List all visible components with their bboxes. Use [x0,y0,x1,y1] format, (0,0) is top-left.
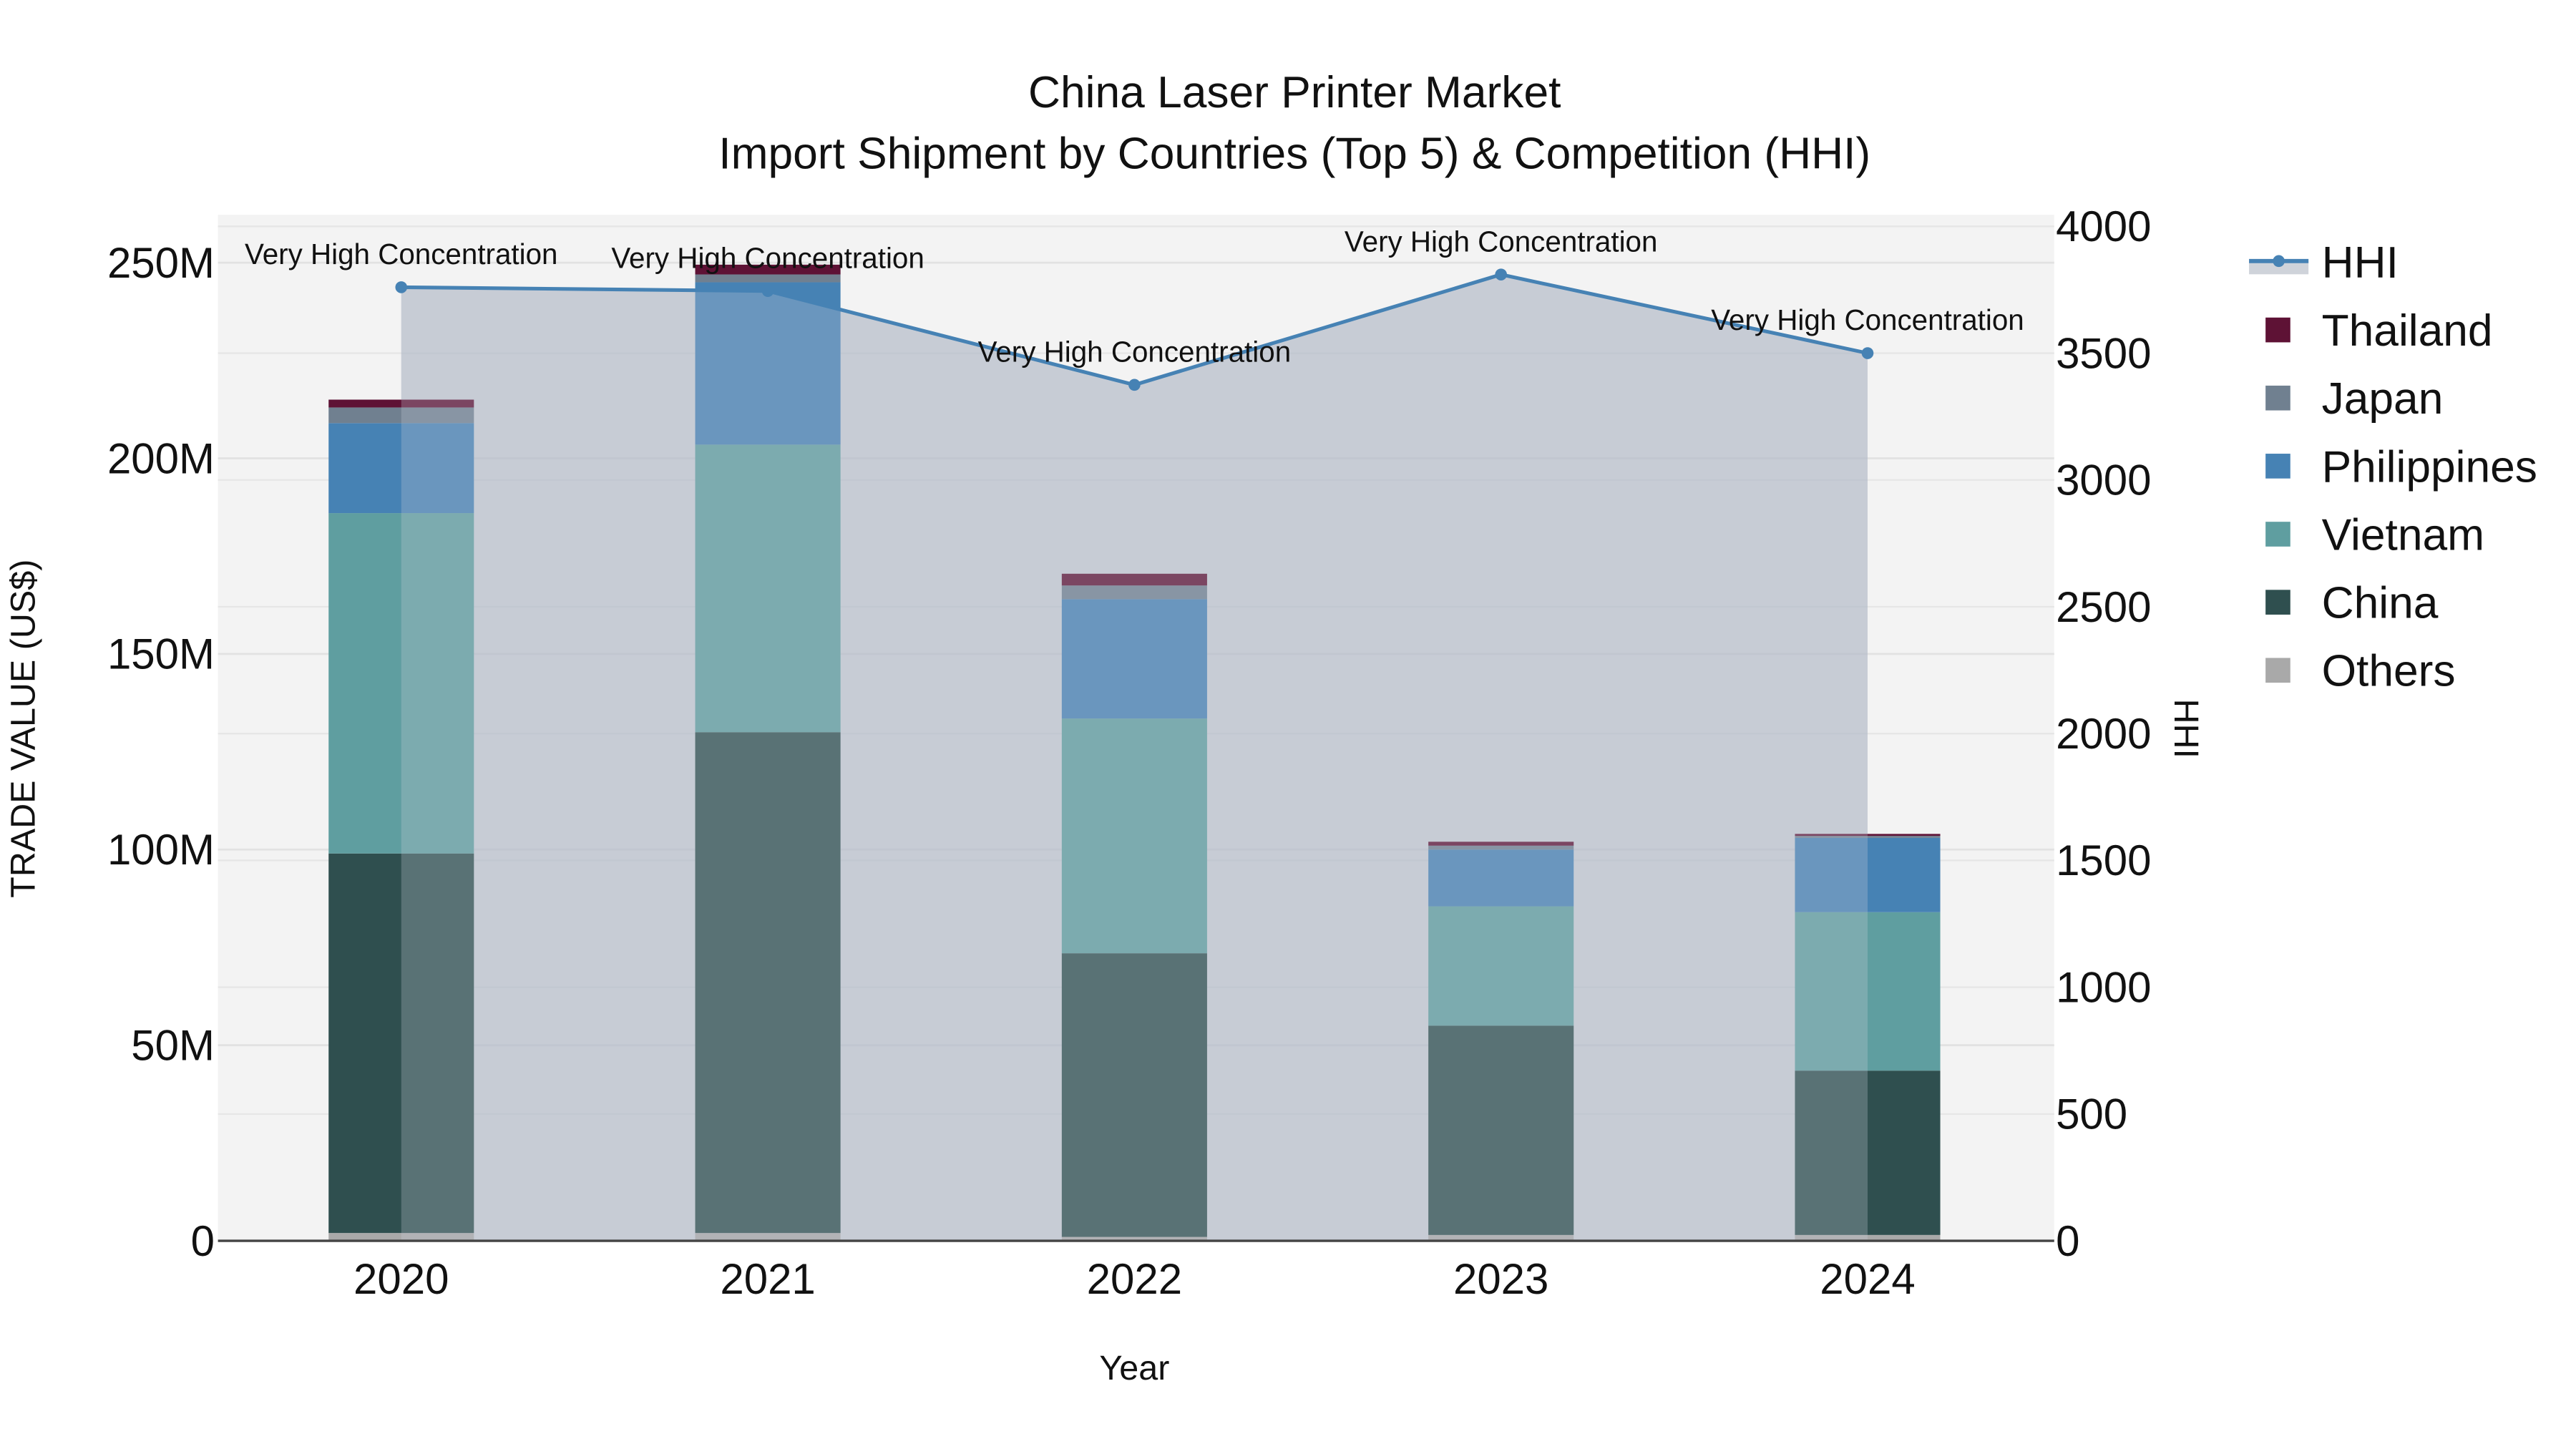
bar-segment-china-2022 [1061,953,1207,1237]
bar-segment-philippines-2020 [328,423,474,514]
legend-item-japan[interactable]: Japan [2265,374,2443,424]
chart-subtitle: Import Shipment by Countries (Top 5) & C… [718,130,1870,179]
bar-segment-vietnam-2022 [1061,718,1207,954]
bar-segment-japan-2020 [328,407,474,424]
bar-segment-thailand-2021 [695,264,841,275]
stacked-bars [328,264,1941,1241]
svg-text:250M: 250M [107,239,215,287]
svg-text:50M: 50M [131,1021,215,1069]
svg-text:0: 0 [2056,1217,2079,1265]
x-axis-ticks: 2020 2021 2022 2023 2024 [353,1255,1916,1303]
svg-text:Vietnam: Vietnam [2322,510,2484,560]
svg-text:200M: 200M [107,434,215,482]
annotation-2023: Very High Concentration [1345,225,1658,258]
bar-segment-thailand-2022 [1061,573,1207,586]
svg-text:2500: 2500 [2056,583,2151,631]
svg-text:2000: 2000 [2056,710,2151,758]
hhi-annotations: Very High Concentration Very High Concent… [245,225,2024,368]
y2-axis-ticks: 0 500 1000 1500 2000 2500 3000 3500 4000 [2056,203,2151,1265]
svg-text:4000: 4000 [2056,203,2151,250]
svg-text:Others: Others [2322,647,2456,696]
bar-segment-others-2024 [1795,1234,1941,1241]
svg-text:2024: 2024 [1820,1255,1915,1303]
svg-text:150M: 150M [107,630,215,678]
bar-segment-thailand-2020 [328,399,474,408]
bar-segment-china-2021 [695,732,841,1234]
legend-item-vietnam[interactable]: Vietnam [2265,510,2484,560]
bar-segment-china-2023 [1428,1025,1574,1235]
bar-segment-others-2021 [695,1233,841,1241]
y-axis-label: TRADE VALUE (US$) [4,560,42,898]
svg-text:Philippines: Philippines [2322,442,2537,492]
svg-text:500: 500 [2056,1091,2127,1138]
legend-item-china[interactable]: China [2265,579,2439,628]
svg-text:1000: 1000 [2056,963,2151,1011]
bar-segment-philippines-2022 [1061,599,1207,719]
bar-segment-japan-2023 [1428,845,1574,850]
annotation-2021: Very High Concentration [611,241,924,274]
svg-text:2022: 2022 [1087,1255,1182,1303]
annotation-2024: Very High Concentration [1711,303,2024,336]
bar-segment-china-2024 [1795,1070,1941,1235]
legend-item-hhi[interactable]: HHI [2249,238,2399,288]
y-axis-ticks: 0 50M 100M 150M 200M 250M [107,239,215,1265]
bar-segment-vietnam-2021 [695,444,841,733]
bar-segment-thailand-2024 [1795,834,1941,836]
legend-item-others[interactable]: Others [2265,647,2456,696]
svg-text:HHI: HHI [2322,238,2399,288]
y2-axis-label: HHI [2167,699,2205,759]
bar-segment-others-2023 [1428,1234,1574,1241]
svg-text:0: 0 [191,1217,215,1265]
annotation-2020: Very High Concentration [245,238,558,270]
svg-text:3000: 3000 [2056,457,2151,504]
bar-segment-japan-2021 [695,274,841,283]
bar-segment-china-2020 [328,853,474,1234]
svg-text:Japan: Japan [2322,374,2444,424]
svg-text:China: China [2322,579,2439,628]
chart-title: China Laser Printer Market [1028,68,1561,117]
bar-segment-others-2020 [328,1233,474,1241]
legend-item-thailand[interactable]: Thailand [2265,306,2493,356]
x-axis-label: Year [1099,1349,1169,1387]
bar-segment-thailand-2023 [1428,841,1574,846]
bar-segment-vietnam-2024 [1795,912,1941,1071]
bar-segment-japan-2024 [1795,836,1941,838]
legend-item-philippines[interactable]: Philippines [2265,442,2537,492]
svg-text:Thailand: Thailand [2322,306,2493,356]
bar-segment-japan-2022 [1061,585,1207,600]
hhi-line [395,268,1874,391]
bar-segment-vietnam-2023 [1428,906,1574,1026]
svg-text:100M: 100M [107,826,215,874]
svg-text:2021: 2021 [720,1255,815,1303]
svg-text:1500: 1500 [2056,836,2151,884]
bar-segment-philippines-2024 [1795,837,1941,912]
bar-segment-others-2022 [1061,1236,1207,1241]
bar-segment-philippines-2023 [1428,849,1574,907]
bar-segment-philippines-2021 [695,282,841,445]
legend: HHI Thailand Japan Philippines Vietnam China O… [2249,238,2537,696]
bar-segment-vietnam-2020 [328,513,474,854]
svg-text:3500: 3500 [2056,329,2151,377]
annotation-2022: Very High Concentration [978,336,1292,369]
svg-text:2023: 2023 [1453,1255,1548,1303]
svg-text:2020: 2020 [353,1255,449,1303]
